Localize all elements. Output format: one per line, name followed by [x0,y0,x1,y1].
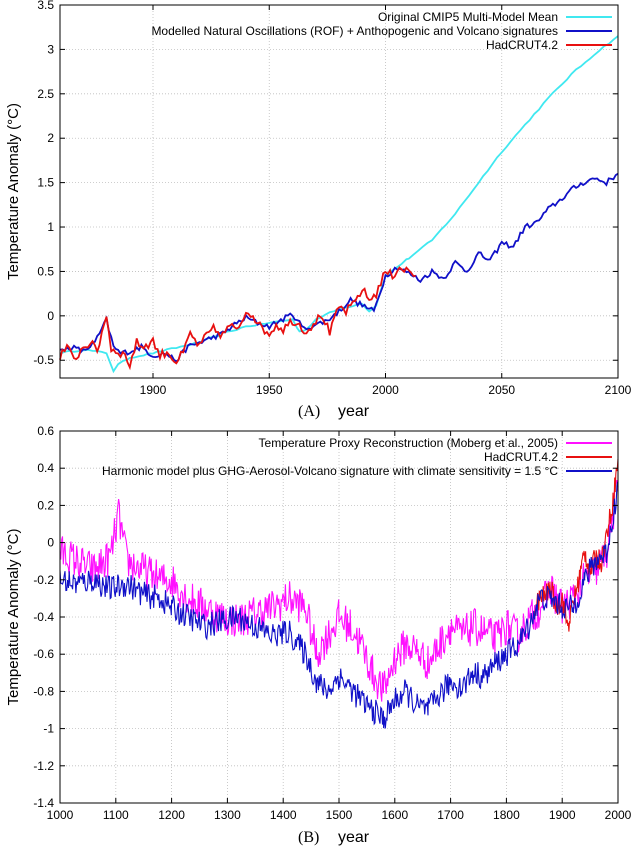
y-tick-label: -1.2 [33,759,54,773]
series-line-blue [59,481,619,729]
y-tick-label: -0.5 [33,353,54,367]
x-tick-label: 2000 [605,808,632,822]
y-tick-label: 1.5 [37,176,54,190]
chart-b-ylabel: Temperature Anomaly (°C) [5,529,22,706]
y-tick-label: 2 [47,131,54,145]
y-tick-label: 1 [47,220,54,234]
series-line-cyan [59,35,619,374]
legend-label: Temperature Proxy Reconstruction (Moberg… [259,436,558,450]
chart-a-panel-label: (A) [298,403,320,420]
x-tick-label: 1600 [381,808,408,822]
x-tick-label: 1500 [326,808,353,822]
legend-label: HadCRUT.4.2 [484,450,558,464]
y-tick-label: 0 [47,536,54,550]
y-tick-label: 0.4 [37,461,54,475]
legend-label: Harmonic model plus GHG-Aerosol-Volcano … [102,464,558,478]
chart-a-frame [59,4,619,379]
x-tick-label: 1800 [493,808,520,822]
chart-a-series [59,35,619,374]
y-tick-label: 2.5 [37,87,54,101]
y-tick-label: 0.5 [37,264,54,278]
chart-a: 1900 1950 2000 2050 2100 -0.5 0 0.5 1 1.5 2 2.5 3 3.5… [5,0,632,420]
x-tick-label: 1000 [47,808,74,822]
x-tick-label: 2000 [372,383,399,397]
legend-label: Original CMIP5 Multi-Model Mean [378,10,558,24]
x-tick-label: 1300 [214,808,241,822]
x-tick-label: 1900 [549,808,576,822]
y-tick-label: 0.6 [37,424,54,438]
series-line-magenta [59,479,619,702]
x-tick-label: 2100 [605,383,632,397]
y-tick-label: -1.4 [33,796,54,810]
x-tick-label: 1700 [437,808,464,822]
x-tick-label: 1900 [140,383,167,397]
y-tick-label: 0.2 [37,498,54,512]
legend-label: HadCRUT4.2 [486,38,558,52]
x-tick-label: 1100 [103,808,129,822]
legend-label: Modelled Natural Oscillations (ROF) + An… [151,24,558,38]
y-tick-label: -1 [43,722,54,736]
chart-b-ticks: 1000 1100 1200 1300 1400 1500 1600 1700 1800 1900… [33,424,631,822]
series-line-red [59,266,416,371]
chart-a-ticks: 1900 1950 2000 2050 2100 -0.5 0 0.5 1 1.5 2 2.5 3 3.5 [33,0,631,397]
y-tick-label: -0.6 [33,647,54,661]
x-tick-label: 2050 [488,383,515,397]
y-tick-label: 3 [47,42,54,56]
chart-b-series [59,458,619,729]
chart-b: 1000 1100 1200 1300 1400 1500 1600 1700 1800 1900… [5,424,632,846]
y-tick-label: -0.4 [33,610,54,624]
series-line-blue [59,172,619,363]
chart-b-legend: Temperature Proxy Reconstruction (Moberg… [102,436,612,478]
chart-a-legend: Original CMIP5 Multi-Model MeanModelled … [151,10,612,52]
chart-a-ylabel: Temperature Anomaly (°C) [5,103,22,280]
chart-a-xlabel: year [338,403,370,420]
y-tick-label: -0.8 [33,684,54,698]
chart-b-xlabel: year [338,829,370,846]
x-tick-label: 1200 [158,808,185,822]
chart-b-panel-label: (B) [298,829,319,846]
y-tick-label: 0 [47,309,54,323]
x-tick-label: 1400 [270,808,297,822]
y-tick-label: -0.2 [33,573,54,587]
chart-a-grid [60,4,619,378]
y-tick-label: 3.5 [37,0,54,12]
x-tick-label: 1950 [256,383,283,397]
